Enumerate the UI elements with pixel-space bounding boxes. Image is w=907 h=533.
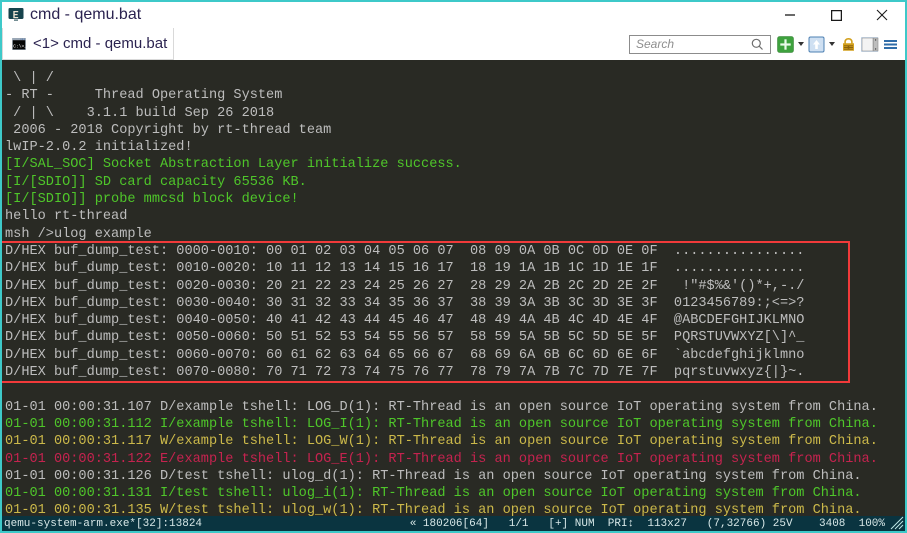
svg-text:C:\>_: C:\>_ xyxy=(13,43,27,49)
